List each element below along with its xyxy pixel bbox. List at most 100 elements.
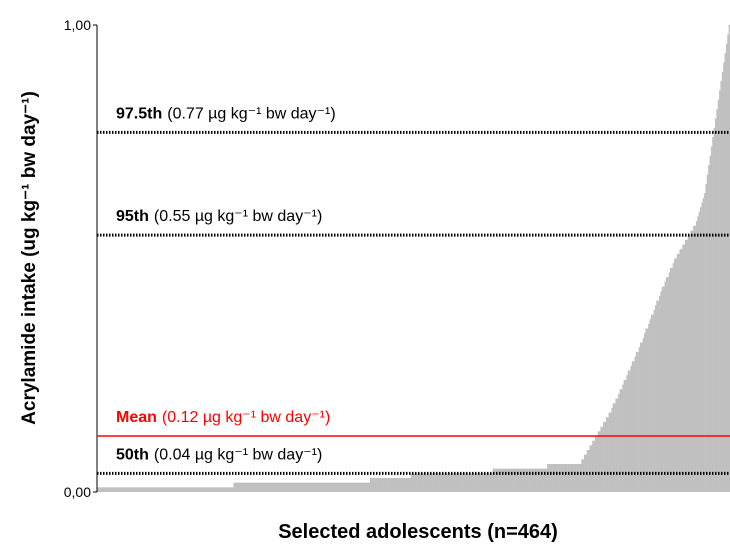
bar xyxy=(99,487,102,492)
bar xyxy=(148,487,151,492)
bar xyxy=(384,477,387,492)
bar xyxy=(453,473,455,492)
bar xyxy=(723,62,725,493)
bar xyxy=(717,99,720,492)
bar xyxy=(719,90,721,492)
bar xyxy=(279,482,282,492)
bar xyxy=(423,473,425,492)
bar xyxy=(293,482,296,492)
bar xyxy=(202,487,204,492)
bar xyxy=(223,487,226,492)
bar xyxy=(608,412,611,492)
bar xyxy=(394,477,397,492)
bar xyxy=(133,487,136,492)
bar xyxy=(439,473,442,492)
bar xyxy=(285,482,287,492)
bar xyxy=(684,239,687,492)
bar xyxy=(129,487,132,492)
bar xyxy=(648,323,650,492)
bar xyxy=(174,487,177,492)
bar xyxy=(204,487,207,492)
bar xyxy=(162,487,165,492)
bar xyxy=(386,477,388,492)
bar xyxy=(607,417,609,492)
bar xyxy=(166,487,169,492)
y-tick-label: 0,00 xyxy=(64,484,91,500)
bar xyxy=(109,487,111,492)
bar xyxy=(281,482,283,492)
bar xyxy=(247,482,249,492)
bar xyxy=(342,482,345,492)
bar xyxy=(620,389,623,492)
bar xyxy=(450,473,452,492)
bar xyxy=(200,487,203,492)
bar xyxy=(264,482,267,492)
bar xyxy=(424,473,427,492)
bar xyxy=(401,477,403,492)
bar xyxy=(597,431,600,492)
bar xyxy=(431,473,433,492)
bar xyxy=(547,463,549,492)
bar xyxy=(667,277,669,492)
bar xyxy=(364,482,367,492)
bar xyxy=(277,482,279,492)
bar xyxy=(170,487,173,492)
bar xyxy=(468,473,470,492)
reference-label: 97.5th (0.77 µg kg⁻¹ bw day⁻¹) xyxy=(116,105,336,122)
bar xyxy=(135,487,137,492)
bar xyxy=(702,197,705,493)
bar xyxy=(420,473,422,492)
bar xyxy=(319,482,322,492)
bar xyxy=(555,463,558,492)
bar xyxy=(488,473,491,492)
bar xyxy=(106,487,109,492)
bar xyxy=(641,342,643,492)
bar xyxy=(712,137,714,492)
bar xyxy=(502,468,504,492)
bar xyxy=(560,463,563,492)
reference-name: 97.5th xyxy=(116,105,162,122)
bar xyxy=(300,482,302,492)
bar xyxy=(554,463,556,492)
bar xyxy=(539,468,541,492)
bar xyxy=(159,487,162,492)
bar xyxy=(480,473,483,492)
bar xyxy=(563,463,566,492)
bar xyxy=(459,473,462,492)
bar xyxy=(244,482,247,492)
bar xyxy=(645,328,648,492)
bar xyxy=(322,482,324,492)
bar xyxy=(182,487,185,492)
reference-name: Mean xyxy=(116,409,157,426)
bar xyxy=(335,482,338,492)
bar xyxy=(154,487,156,492)
bar xyxy=(548,463,551,492)
bar xyxy=(399,477,402,492)
bar xyxy=(233,482,236,492)
bar xyxy=(391,477,394,492)
bar xyxy=(125,487,128,492)
reference-label: 50th (0.04 µg kg⁻¹ bw day⁻¹) xyxy=(116,446,322,463)
bar xyxy=(275,482,278,492)
bar xyxy=(181,487,184,492)
bar xyxy=(208,487,211,492)
bar xyxy=(644,333,646,492)
bar xyxy=(217,487,219,492)
bar xyxy=(493,468,496,492)
bar xyxy=(473,473,476,492)
bar xyxy=(253,482,256,492)
bar xyxy=(451,473,454,492)
bar xyxy=(615,398,618,492)
bar xyxy=(663,286,665,492)
bar xyxy=(263,482,266,492)
bar xyxy=(116,487,118,492)
bar xyxy=(596,435,598,492)
bar xyxy=(683,244,686,492)
bar xyxy=(429,473,432,492)
reference-name: 50th xyxy=(116,446,149,463)
bar xyxy=(463,473,466,492)
bar xyxy=(271,482,274,492)
bar xyxy=(483,473,485,492)
bar xyxy=(214,487,216,492)
bar xyxy=(356,482,358,492)
